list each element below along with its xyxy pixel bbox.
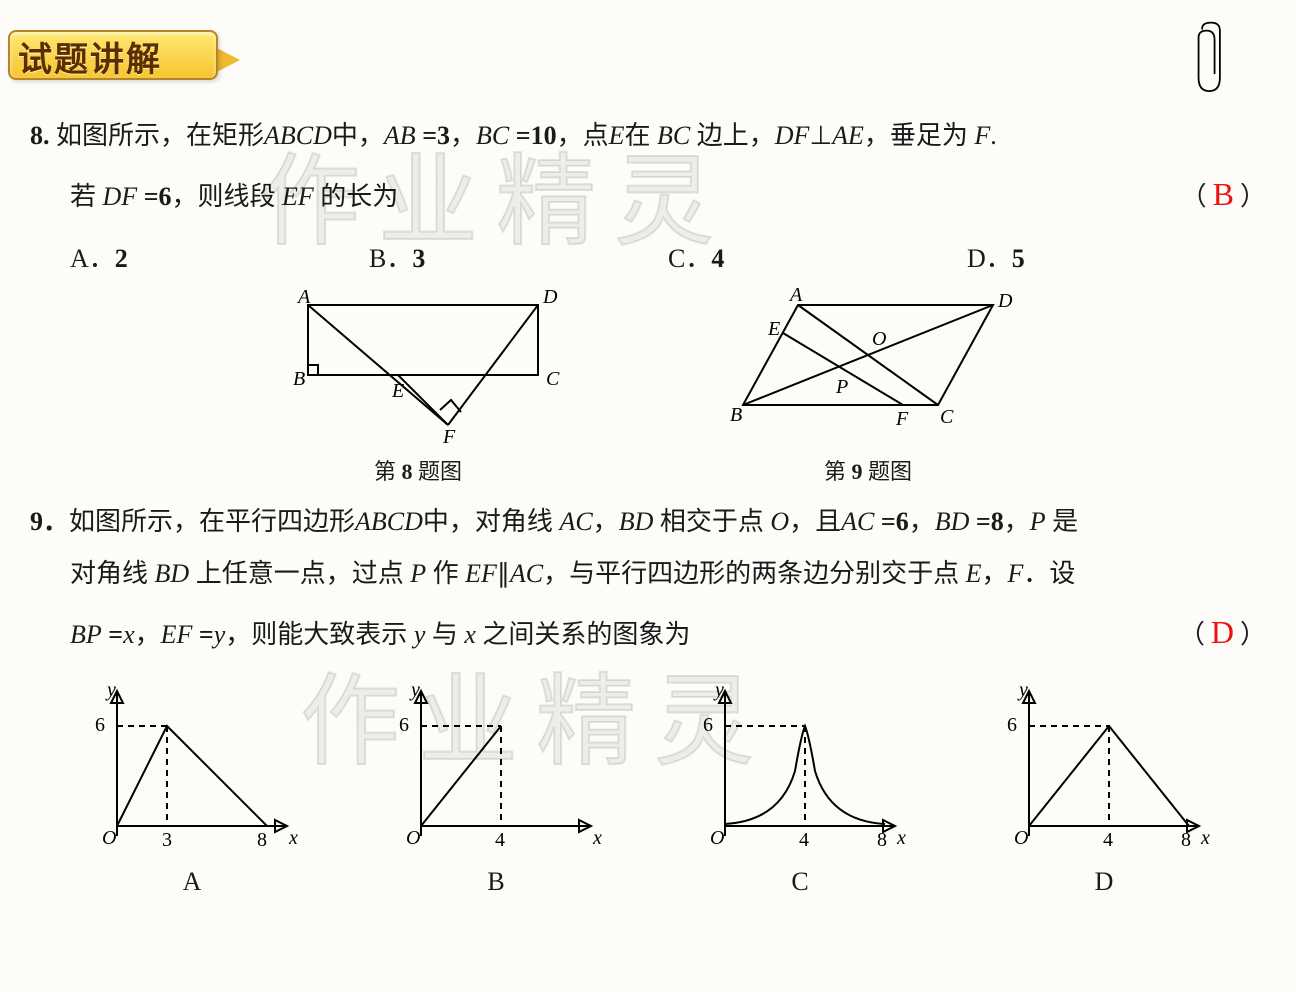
svg-text:O: O xyxy=(710,827,724,849)
svg-text:A: A xyxy=(788,285,803,306)
svg-text:4: 4 xyxy=(1103,829,1113,851)
svg-text:F: F xyxy=(442,426,456,445)
svg-text:F: F xyxy=(895,408,909,430)
svg-text:6: 6 xyxy=(95,714,105,736)
figures-row: A D B C E F 第 8 题图 A D C B E xyxy=(30,285,1266,486)
q9-graph-a-label: A xyxy=(77,867,307,897)
ribbon-text: 试题讲解 xyxy=(18,32,162,81)
q8-text: 如图所示，在矩形 xyxy=(56,121,264,150)
q9-graph-a: 6 O 3 8 y x A xyxy=(77,676,307,897)
q8-options: A．2 B．3 C．4 D．5 xyxy=(70,238,1266,275)
q8-line1: 8. 如图所示，在矩形ABCD中，AB =3，BC =10，点E在 BC 边上，… xyxy=(30,110,1266,162)
svg-text:8: 8 xyxy=(1181,829,1191,851)
q8-val: 10 xyxy=(531,121,557,150)
q8-fig-caption: 第 8 题图 xyxy=(268,454,568,486)
svg-text:B: B xyxy=(730,404,742,426)
svg-text:y: y xyxy=(105,679,116,701)
q8-abcd: ABCD xyxy=(264,121,332,150)
q9-graph-c: 6 O 4 8 y x C xyxy=(685,676,915,897)
svg-text:E: E xyxy=(391,380,404,402)
q9-paren-open: （ xyxy=(1179,609,1205,661)
svg-text:C: C xyxy=(940,406,954,428)
q9-line3: BP =x，EF =y，则能大致表示 y 与 x 之间关系的图象为 （D） xyxy=(30,600,1266,664)
q9-number: 9． xyxy=(30,507,69,536)
q8-text: ，则线段 xyxy=(172,182,276,211)
q9-graphs: 6 O 3 8 y x A 6 O 4 y xyxy=(30,676,1266,897)
q8-val: 6 xyxy=(159,182,172,211)
svg-text:C: C xyxy=(546,368,560,390)
svg-text:E: E xyxy=(767,318,780,340)
svg-text:4: 4 xyxy=(495,829,505,851)
svg-text:8: 8 xyxy=(877,829,887,851)
q8-ef: EF xyxy=(282,182,314,211)
q9-fig-caption: 第 9 题图 xyxy=(708,454,1028,486)
q8-val: 3 xyxy=(437,121,450,150)
q8-f: F xyxy=(974,121,990,150)
svg-text:y: y xyxy=(713,679,724,701)
q8-text: ，点 xyxy=(557,121,609,150)
svg-text:D: D xyxy=(997,290,1013,312)
q8-e: E xyxy=(609,121,625,150)
svg-text:A: A xyxy=(296,286,311,308)
svg-text:4: 4 xyxy=(799,829,809,851)
svg-text:x: x xyxy=(288,827,298,849)
svg-text:x: x xyxy=(1200,827,1210,849)
q9-line1: 9．如图所示，在平行四边形ABCD中，对角线 AC，BD 相交于点 O，且AC … xyxy=(30,496,1266,548)
q8-answer: B xyxy=(1207,162,1240,226)
q8-paren-close: ） xyxy=(1240,171,1266,223)
q8-text: 中， xyxy=(332,121,384,150)
svg-text:P: P xyxy=(835,376,848,398)
svg-text:O: O xyxy=(102,827,116,849)
q8-text: ，垂足为 xyxy=(864,121,968,150)
svg-text:6: 6 xyxy=(399,714,409,736)
q8-text: 若 xyxy=(70,182,96,211)
svg-text:O: O xyxy=(1014,827,1028,849)
q8-option-c: C．4 xyxy=(668,238,967,275)
q8-text: 在 xyxy=(625,121,651,150)
svg-text:6: 6 xyxy=(703,714,713,736)
q8-eq: BC xyxy=(476,121,509,150)
q8-option-d: D．5 xyxy=(967,238,1266,275)
svg-text:x: x xyxy=(896,827,906,849)
svg-text:x: x xyxy=(592,827,602,849)
svg-text:8: 8 xyxy=(257,829,267,851)
section-header: 试题讲解 xyxy=(0,20,260,90)
svg-text:3: 3 xyxy=(162,829,172,851)
q8-line2: 若 DF =6，则线段 EF 的长为 （B） xyxy=(30,162,1266,226)
q8-df2: DF xyxy=(103,182,138,211)
q8-figure: A D B C E F 第 8 题图 xyxy=(268,285,568,486)
q8-ae: AE xyxy=(832,121,864,150)
q9-paren-close: ） xyxy=(1240,609,1266,661)
svg-text:B: B xyxy=(293,368,305,390)
q8-text: 边上， xyxy=(697,121,775,150)
q9-graph-b: 6 O 4 y x B xyxy=(381,676,611,897)
q9-graph-d: 6 O 4 8 y x D xyxy=(989,676,1219,897)
q9-figure: A D C B E F O P 第 9 题图 xyxy=(708,285,1028,486)
svg-text:y: y xyxy=(409,679,420,701)
svg-text:O: O xyxy=(872,328,886,350)
q8-bc: BC xyxy=(657,121,690,150)
svg-text:y: y xyxy=(1017,679,1028,701)
q9-answer: D xyxy=(1205,600,1240,664)
svg-text:O: O xyxy=(406,827,420,849)
q8-eq: AB xyxy=(384,121,416,150)
q8-paren-open: （ xyxy=(1181,171,1207,223)
svg-text:D: D xyxy=(542,286,558,308)
q9-line2: 对角线 BD 上任意一点，过点 P 作 EF∥AC，与平行四边形的两条边分别交于… xyxy=(30,548,1266,600)
q9-graph-c-label: C xyxy=(685,867,915,897)
q8-text: 的长为 xyxy=(320,182,398,211)
question-9: 9．如图所示，在平行四边形ABCD中，对角线 AC，BD 相交于点 O，且AC … xyxy=(30,496,1266,664)
q8-option-b: B．3 xyxy=(369,238,668,275)
paperclip-icon xyxy=(1186,20,1236,100)
svg-text:6: 6 xyxy=(1007,714,1017,736)
question-8: 8. 如图所示，在矩形ABCD中，AB =3，BC =10，点E在 BC 边上，… xyxy=(30,110,1266,226)
q8-df: DF xyxy=(775,121,810,150)
q9-graph-b-label: B xyxy=(381,867,611,897)
q8-option-a: A．2 xyxy=(70,238,369,275)
q9-graph-d-label: D xyxy=(989,867,1219,897)
q8-number: 8. xyxy=(30,121,50,150)
